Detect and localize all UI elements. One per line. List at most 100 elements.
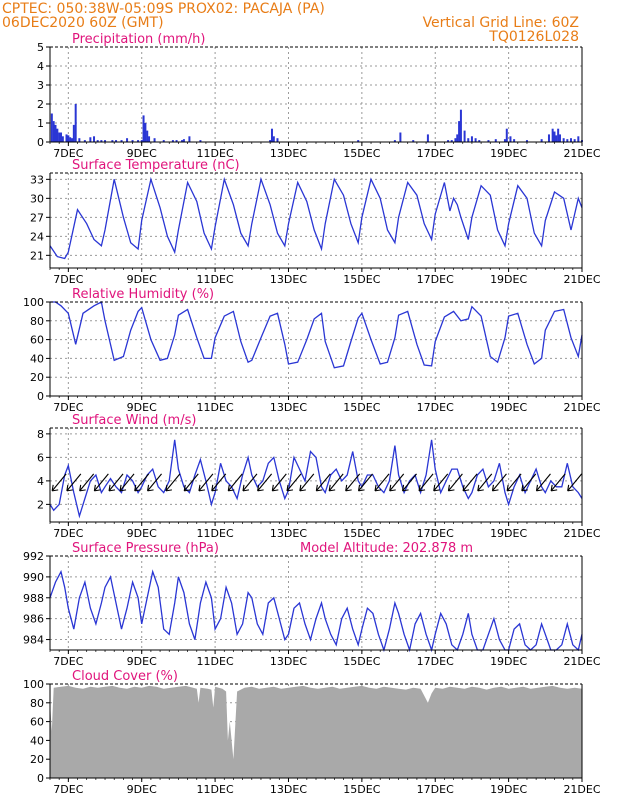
rh-ytick-label: 80 [30,315,44,328]
precip-bar [96,140,99,142]
cloud-title: Cloud Cover (%) [72,669,178,684]
pressure-series-line [49,569,583,653]
precip-bar [50,113,53,142]
precip-ytick-label: 3 [37,79,44,92]
wind-xtick-label: 11DEC [197,527,234,540]
precip-bar [175,140,178,142]
pressure-xtick-label: 11DEC [197,655,234,668]
precip-bar [131,140,134,142]
cloud-ytick-label: 0 [37,772,44,785]
wind-arrow-icon [183,473,199,492]
header-grid-note: Vertical Grid Line: 60Z [423,15,579,31]
wind-arrow-icon [147,473,162,492]
temp-xtick-label: 19DEC [490,273,527,286]
precip-bar [148,136,151,142]
wind-xtick-label: 15DEC [343,527,380,540]
rh-series-line [50,301,583,369]
wind-xtick-label: 13DEC [270,527,307,540]
temp-xtick-label: 11DEC [197,273,234,286]
wind-xtick-label: 9DEC [127,527,157,540]
wind-panel: Surface Wind (m/s) 2 4 6 8 7DEC 9DEC 11DEC 13DEC… [37,413,601,540]
cloud-ytick-label: 100 [23,678,44,691]
pressure-xtick-label: 13DEC [270,655,307,668]
temp-ytick-label: 24 [30,230,44,243]
precip-xtick-label: 7DEC [53,147,83,160]
wind-arrow-icon [506,473,522,492]
cloud-xtick-label: 15DEC [343,783,380,796]
wind-arrow-icon [328,473,344,492]
precip-bar [78,138,81,142]
precip-bar [144,123,147,142]
precip-bar [555,135,558,142]
rh-xtick-label: 13DEC [270,401,307,414]
wind-arrow-icon [535,473,551,492]
wind-arrow-icon [165,473,181,492]
wind-arrow-icon [211,473,227,492]
precip-bar [104,140,107,142]
rh-xtick-label: 15DEC [343,401,380,414]
cloud-ytick-label: 60 [30,716,44,729]
wind-arrow-icon [227,473,243,492]
wind-arrow-icon [198,473,214,492]
wind-ytick-label: 4 [37,475,44,488]
precip-ytick-label: 5 [37,41,44,54]
pressure-annotation: Model Altitude: 202.878 m [300,541,473,556]
precip-bar [67,135,70,142]
precip-ytick-label: 1 [37,117,44,130]
precip-bar [513,139,516,142]
precip-bar [470,136,473,142]
rh-xtick-label: 7DEC [53,401,83,414]
rh-ytick-label: 100 [23,296,44,309]
precip-bar [412,140,415,142]
precip-bar [558,134,561,142]
wind-arrow-icon [418,473,434,492]
rh-xtick-label: 21DEC [563,401,600,414]
wind-arrow-icon [433,473,449,492]
pressure-ytick-label: 990 [23,571,44,584]
wind-arrow-icon [550,473,566,492]
precip-bar [93,136,96,142]
rh-panel: Relative Humidity (%) 0 20 40 60 80 100 7DEC 9DE… [23,287,601,414]
wind-ytick-label: 2 [37,498,44,511]
precip-bar [551,128,554,142]
wind-series-line [49,439,583,519]
wind-arrow-icon [93,473,109,492]
cloud-ytick-label: 80 [30,697,44,710]
precip-bar [71,138,74,142]
pressure-ytick-label: 988 [23,592,44,605]
precip-bar [181,140,184,142]
pressure-xtick-label: 7DEC [53,655,83,668]
wind-arrow-icon [134,473,150,492]
precip-bar [458,121,461,142]
precip-bar [577,136,580,142]
precip-bar [276,138,279,142]
precip-ytick-label: 0 [37,136,44,149]
precip-ytick-label: 4 [37,60,44,73]
wind-ytick-label: 6 [37,451,44,464]
wind-arrow-icon [299,473,315,492]
cloud-xtick-label: 11DEC [197,783,234,796]
precip-bar [487,140,490,142]
cloud-xtick-label: 9DEC [127,783,157,796]
pressure-xtick-label: 21DEC [563,655,600,668]
precip-bar [153,138,156,142]
wind-xtick-label: 19DEC [490,527,527,540]
wind-arrow-icon [108,473,124,492]
wind-arrow-icon [462,473,478,492]
precip-bar [454,138,457,142]
cloud-xtick-label: 17DEC [417,783,454,796]
precip-bar [478,140,481,142]
precip-bar [399,132,402,142]
precip-bar [100,140,103,142]
cloud-xtick-label: 21DEC [563,783,600,796]
wind-arrow-icon [491,473,507,492]
precip-xtick-label: 15DEC [343,147,380,160]
temp-xtick-label: 7DEC [53,273,83,286]
pressure-ytick-label: 992 [23,550,44,563]
pressure-title: Surface Pressure (hPa) [72,541,219,556]
rh-xtick-label: 17DEC [417,401,454,414]
precip-panel: Precipitation (mm/h) 0 1 2 3 4 5 7DEC 9DEC 11DEC 1… [37,32,601,160]
pressure-xtick-label: 9DEC [127,655,157,668]
precip-bar [426,134,429,142]
precip-bar [503,139,506,142]
